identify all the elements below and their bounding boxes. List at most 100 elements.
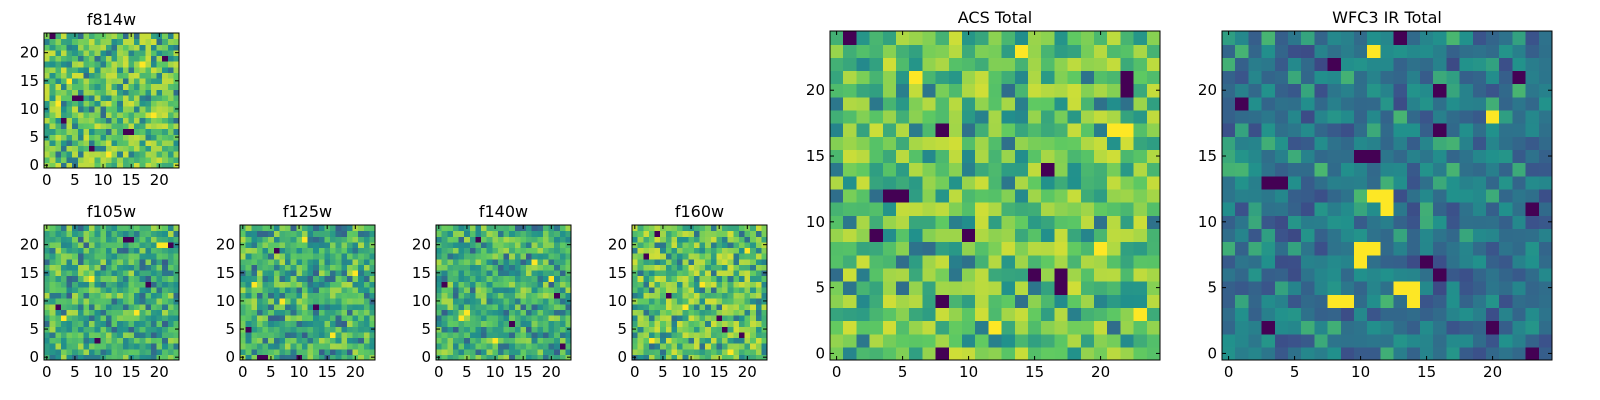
- heatmap-cell: [139, 337, 146, 344]
- heatmap-cell: [909, 44, 923, 58]
- heatmap-cell: [66, 241, 73, 249]
- heatmap-cell: [665, 331, 672, 339]
- heatmap-cell: [1014, 162, 1029, 177]
- heatmap-cell: [542, 298, 550, 305]
- heatmap-cell: [122, 145, 129, 152]
- heatmap-cell: [1107, 149, 1121, 164]
- heatmap-cell: [1512, 136, 1527, 151]
- heatmap-cell: [346, 286, 354, 294]
- heatmap-cell: [1499, 83, 1513, 98]
- heatmap-cell: [486, 236, 493, 243]
- heatmap-cell: [922, 136, 937, 151]
- heatmap-cell: [94, 156, 101, 163]
- heatmap-cell: [296, 270, 303, 277]
- heatmap-cell: [548, 343, 555, 350]
- heatmap-cell: [1406, 149, 1421, 164]
- heatmap-cell: [1054, 83, 1069, 98]
- heatmap-cell: [458, 264, 465, 271]
- heatmap-cell: [134, 247, 141, 254]
- heatmap-cell: [352, 236, 359, 243]
- heatmap-cell: [492, 270, 499, 277]
- heatmap-cell: [869, 175, 884, 190]
- heatmap-cell: [60, 292, 68, 299]
- heatmap-cell: [83, 281, 90, 288]
- heatmap-cell: [654, 309, 661, 316]
- heatmap-cell: [105, 286, 113, 294]
- heatmap-cell: [173, 247, 180, 254]
- heatmap-cell: [503, 247, 510, 254]
- heatmap-cell: [882, 333, 897, 348]
- heatmap-cell: [882, 346, 897, 361]
- heatmap-cell: [514, 303, 521, 310]
- heatmap-cell: [122, 83, 129, 90]
- heatmap-cell: [1340, 96, 1355, 111]
- heatmap-cell: [167, 309, 174, 316]
- heatmap-cell: [896, 31, 910, 45]
- heatmap-cell: [1248, 149, 1263, 164]
- heatmap-cell: [1041, 228, 1055, 243]
- heatmap-cell: [475, 354, 482, 361]
- heatmap-cell: [1459, 96, 1474, 111]
- y-tick-label: 0: [1207, 344, 1217, 362]
- heatmap-cell: [1367, 254, 1381, 269]
- heatmap-cell: [1301, 188, 1315, 203]
- heatmap-cell: [1340, 123, 1355, 137]
- heatmap-cell: [156, 230, 163, 237]
- heatmap-cell: [755, 331, 762, 339]
- heatmap-cell: [935, 70, 950, 85]
- heatmap-cell: [882, 320, 897, 335]
- heatmap-cell: [49, 117, 56, 124]
- heatmap-cell: [330, 281, 337, 288]
- heatmap-cell: [755, 230, 762, 237]
- heatmap-cell: [167, 44, 174, 51]
- heatmap-cell: [83, 315, 90, 322]
- heatmap-cell: [1248, 241, 1263, 256]
- heatmap-cell: [105, 281, 113, 288]
- heatmap-cell: [744, 326, 751, 333]
- heatmap-cell: [1380, 162, 1395, 177]
- heatmap-cell: [173, 258, 180, 265]
- heatmap-cell: [139, 117, 146, 124]
- heatmap-cell: [134, 111, 141, 118]
- heatmap-cell: [693, 286, 701, 294]
- heatmap-cell: [1041, 215, 1055, 229]
- heatmap-cell: [1028, 333, 1042, 348]
- heatmap-cell: [117, 139, 124, 147]
- heatmap-cell: [727, 281, 734, 288]
- heatmap-cell: [727, 286, 734, 294]
- heatmap-cell: [497, 303, 505, 310]
- heatmap-cell: [962, 83, 976, 98]
- heatmap-cell: [358, 264, 365, 271]
- heatmap-cell: [279, 292, 286, 299]
- heatmap-cell: [744, 275, 751, 282]
- heatmap-cell: [554, 331, 561, 339]
- heatmap-cell: [962, 281, 976, 295]
- heatmap-cell: [1472, 333, 1487, 348]
- heatmap-cell: [94, 139, 101, 147]
- heatmap-cell: [948, 175, 963, 190]
- heatmap-cell: [55, 134, 62, 141]
- heatmap-cell: [1433, 123, 1447, 137]
- heatmap-cell: [318, 292, 325, 299]
- heatmap-cell: [1301, 109, 1315, 124]
- heatmap-cell: [1014, 149, 1029, 164]
- heatmap-cell: [318, 281, 325, 288]
- heatmap-cell: [44, 253, 51, 260]
- heatmap-cell: [896, 307, 910, 322]
- heatmap-cell: [117, 264, 124, 271]
- heatmap-cell: [1327, 333, 1342, 348]
- heatmap-cell: [1028, 70, 1042, 85]
- heatmap-cell: [1094, 96, 1108, 111]
- heatmap-cell: [452, 270, 460, 277]
- heatmap-cell: [162, 151, 169, 158]
- heatmap-cell: [335, 270, 342, 277]
- heatmap-cell: [60, 253, 68, 260]
- heatmap-cell: [509, 270, 516, 277]
- heatmap-cell: [318, 331, 325, 339]
- heatmap-cell: [447, 264, 454, 271]
- heatmap-cell: [761, 275, 768, 282]
- heatmap-cell: [134, 44, 141, 51]
- heatmap-cell: [436, 275, 443, 282]
- heatmap-cell: [514, 331, 521, 339]
